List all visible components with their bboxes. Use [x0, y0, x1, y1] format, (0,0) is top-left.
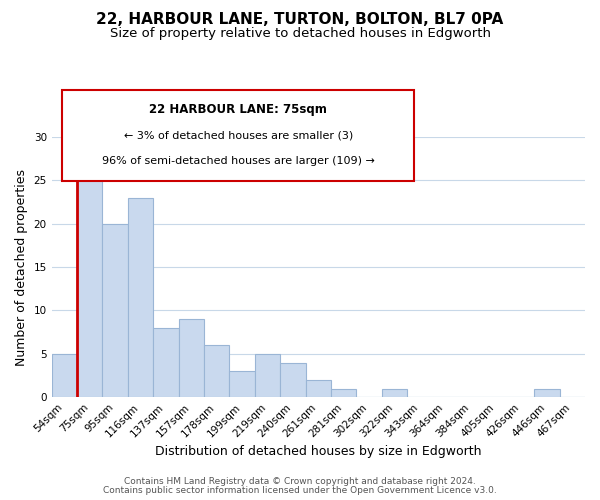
Text: Contains HM Land Registry data © Crown copyright and database right 2024.: Contains HM Land Registry data © Crown c… [124, 477, 476, 486]
Bar [179, 319, 204, 397]
Y-axis label: Number of detached properties: Number of detached properties [15, 168, 28, 366]
Bar [229, 371, 255, 397]
Text: 22 HARBOUR LANE: 75sqm: 22 HARBOUR LANE: 75sqm [149, 104, 327, 117]
Bar [62, 90, 415, 181]
Bar [153, 328, 179, 397]
Bar [305, 380, 331, 397]
Bar [52, 354, 77, 397]
Bar [77, 180, 103, 397]
Bar [382, 388, 407, 397]
Text: ← 3% of detached houses are smaller (3): ← 3% of detached houses are smaller (3) [124, 130, 353, 140]
Text: 22, HARBOUR LANE, TURTON, BOLTON, BL7 0PA: 22, HARBOUR LANE, TURTON, BOLTON, BL7 0P… [97, 12, 503, 28]
Bar [103, 224, 128, 397]
Text: Contains public sector information licensed under the Open Government Licence v3: Contains public sector information licen… [103, 486, 497, 495]
Bar [280, 362, 305, 397]
Bar [534, 388, 560, 397]
Bar [204, 345, 229, 397]
Bar [128, 198, 153, 397]
Bar [331, 388, 356, 397]
X-axis label: Distribution of detached houses by size in Edgworth: Distribution of detached houses by size … [155, 444, 482, 458]
Bar [255, 354, 280, 397]
Text: Size of property relative to detached houses in Edgworth: Size of property relative to detached ho… [110, 28, 491, 40]
Text: 96% of semi-detached houses are larger (109) →: 96% of semi-detached houses are larger (… [102, 156, 375, 166]
